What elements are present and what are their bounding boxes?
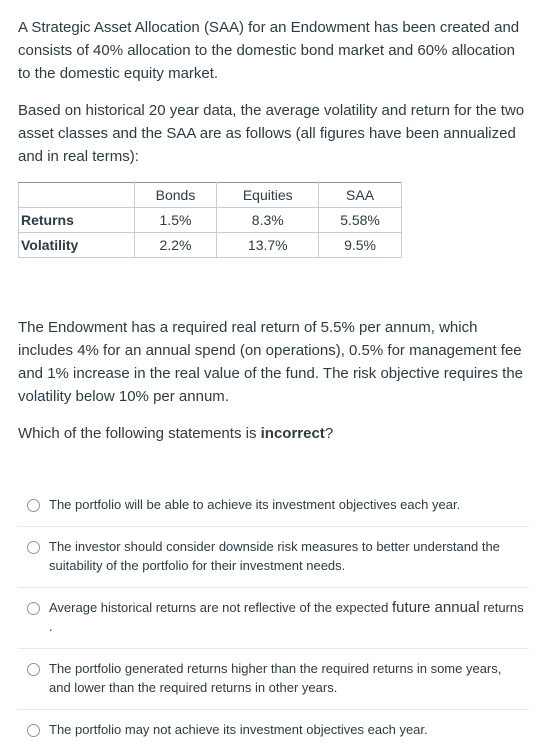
intro-paragraph: A Strategic Asset Allocation (SAA) for a… xyxy=(18,19,520,82)
table-header-equities: Equities xyxy=(216,182,320,208)
answer-option[interactable]: The portfolio generated returns higher t… xyxy=(18,648,529,709)
answer-option[interactable]: The portfolio will be able to achieve it… xyxy=(18,485,529,526)
table-cell: 5.58% xyxy=(318,207,402,233)
radio-button[interactable] xyxy=(27,724,40,737)
table-row-returns: Returns 1.5% 8.3% 5.58% xyxy=(18,207,402,233)
table-header-empty xyxy=(18,182,135,208)
radio-button[interactable] xyxy=(27,602,40,615)
question-emphasis: incorrect xyxy=(260,425,325,442)
requirement-paragraph: The Endowment has a required real return… xyxy=(18,319,524,405)
table-cell: 13.7% xyxy=(216,232,320,258)
table-header-row: Bonds Equities SAA xyxy=(18,182,402,208)
data-table: Bonds Equities SAA Returns 1.5% 8.3% 5.5… xyxy=(18,182,402,258)
table-header-saa: SAA xyxy=(318,182,402,208)
radio-button[interactable] xyxy=(27,663,40,676)
table-cell: 8.3% xyxy=(216,207,320,233)
answer-option-label: The portfolio may not achieve its invest… xyxy=(49,722,428,737)
table-cell: 1.5% xyxy=(133,207,218,233)
answer-option[interactable]: The investor should consider downside ri… xyxy=(18,526,529,587)
table-row-label: Volatility xyxy=(18,232,135,258)
answer-option-label: The portfolio will be able to achieve it… xyxy=(49,497,461,512)
answer-option-label: The portfolio generated returns higher t… xyxy=(49,661,502,695)
table-row-volatility: Volatility 2.2% 13.7% 9.5% xyxy=(18,232,402,258)
table-row-label: Returns xyxy=(18,207,135,233)
table-header-bonds: Bonds xyxy=(133,182,218,208)
radio-button[interactable] xyxy=(27,541,40,554)
answer-option-text: Average historical returns are not refle… xyxy=(49,600,393,615)
answer-option-label: The investor should consider downside ri… xyxy=(49,539,500,573)
table-cell: 9.5% xyxy=(318,232,402,258)
answer-option[interactable]: Average historical returns are not refle… xyxy=(18,587,529,648)
question-prompt: Which of the following statements is inc… xyxy=(18,422,529,445)
spacer xyxy=(18,258,529,316)
table-cell: 2.2% xyxy=(133,232,218,258)
question-suffix: ? xyxy=(324,425,334,442)
historical-paragraph: Based on historical 20 year data, the av… xyxy=(18,102,525,165)
answer-option[interactable]: The portfolio may not achieve its invest… xyxy=(18,709,529,751)
answer-option-label: Average historical returns are not refle… xyxy=(49,598,525,636)
answer-options: The portfolio will be able to achieve it… xyxy=(18,485,529,751)
radio-button[interactable] xyxy=(27,499,40,512)
answer-option-text: returns . xyxy=(49,600,524,634)
answer-option-text: future annual xyxy=(392,599,480,616)
question-prefix: Which of the following statements is xyxy=(18,425,261,442)
